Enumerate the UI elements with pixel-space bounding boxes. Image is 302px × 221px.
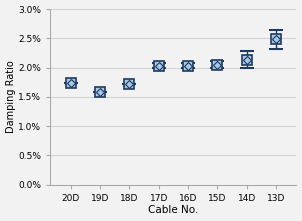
X-axis label: Cable No.: Cable No. [148,206,199,215]
Y-axis label: Damping Ratio: Damping Ratio [5,61,16,133]
